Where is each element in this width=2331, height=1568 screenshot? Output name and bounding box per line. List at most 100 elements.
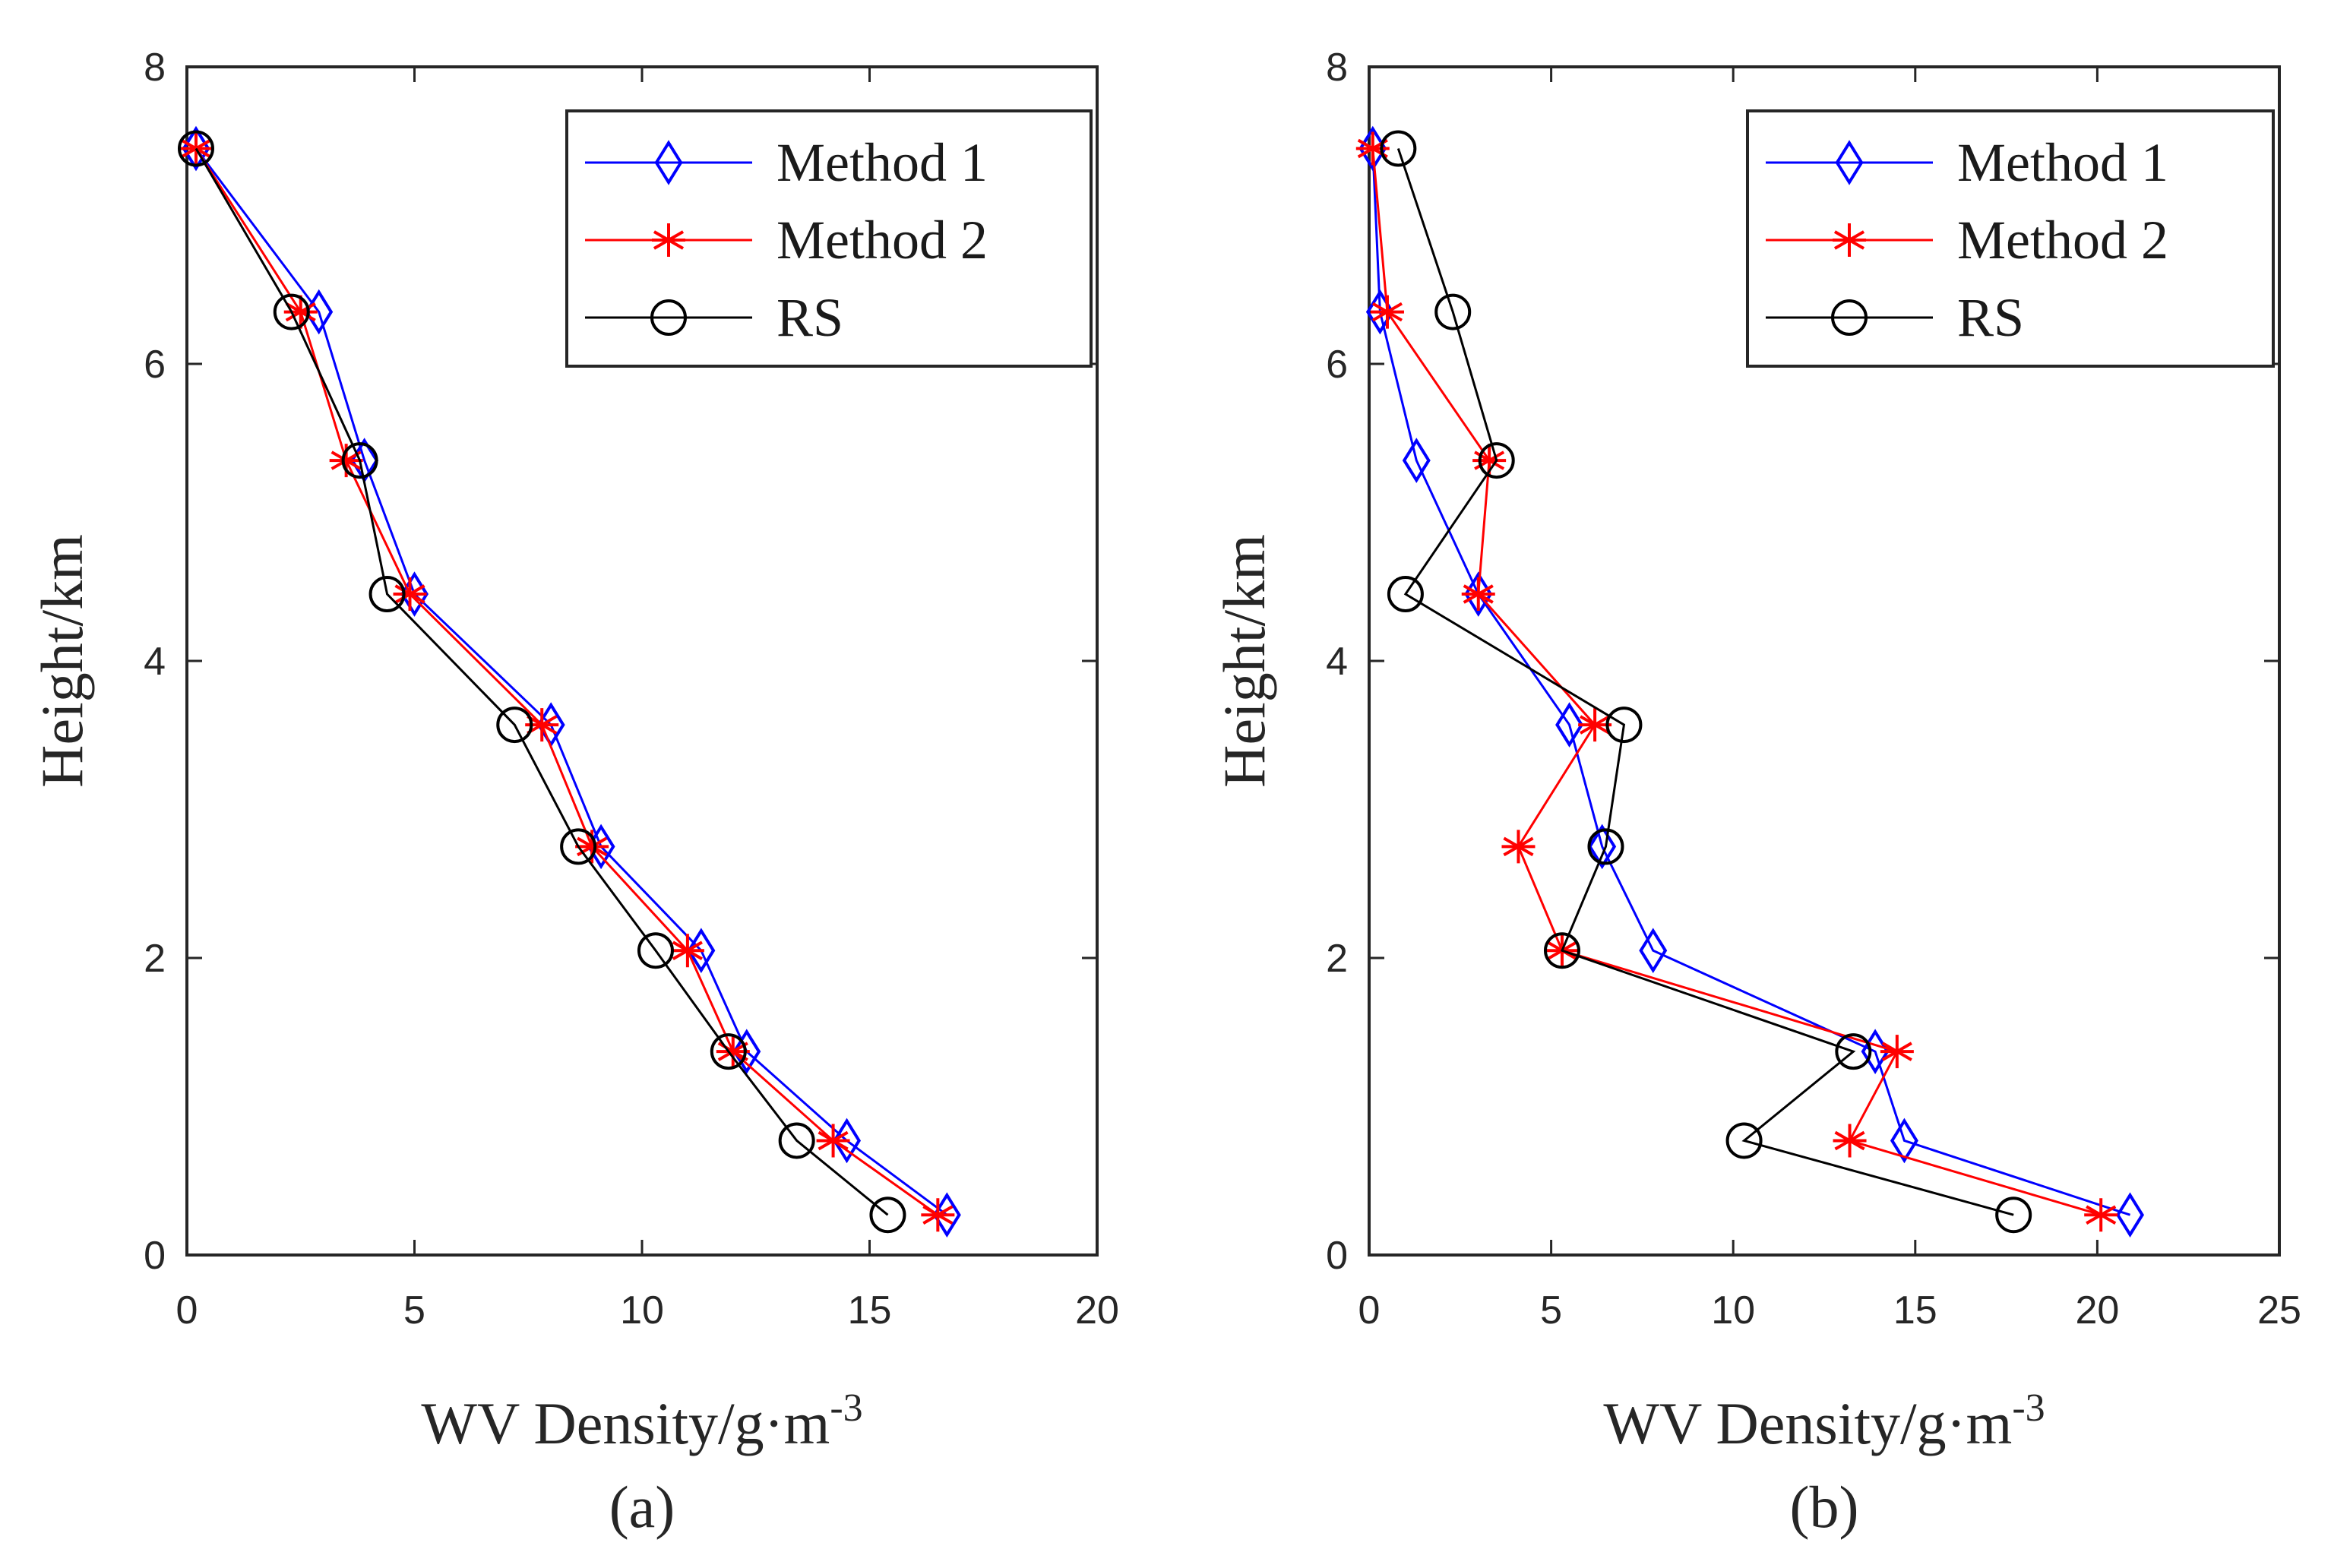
y-tick-label: 0 (1326, 1234, 1348, 1278)
data-point (833, 1118, 862, 1164)
data-point (341, 442, 378, 479)
data-point (1725, 1122, 1763, 1159)
data-point (1587, 828, 1624, 865)
y-tick-label: 8 (1326, 46, 1348, 90)
data-point (1461, 577, 1495, 612)
x-tick-label: 5 (403, 1288, 425, 1332)
y-tick-label: 8 (144, 46, 166, 90)
y-axis-label: Height/km (1211, 534, 1277, 788)
data-point (1995, 1197, 2032, 1234)
data-point (1639, 928, 1668, 974)
x-tick-label: 0 (1358, 1288, 1381, 1332)
x-tick-label: 5 (1540, 1288, 1562, 1332)
data-point (687, 928, 716, 974)
legend-entry: Method 2 (1766, 210, 2168, 270)
data-point (1835, 1033, 1872, 1070)
x-axis-label: WV Density/g·m-3 (1603, 1386, 2045, 1456)
data-point (710, 1033, 747, 1070)
data-point (637, 932, 674, 969)
y-tick-label: 0 (144, 1234, 166, 1278)
legend-swatch-marker (650, 299, 687, 336)
legend-swatch-marker (1831, 299, 1868, 336)
x-tick-label: 20 (2075, 1288, 2119, 1332)
legend-label: Method 2 (776, 210, 988, 270)
y-tick-label: 4 (1326, 640, 1348, 684)
y-axis-label: Height/km (29, 534, 95, 788)
data-point (1387, 576, 1424, 613)
data-point (1605, 707, 1643, 744)
data-point (1501, 830, 1536, 864)
x-tick-label: 15 (848, 1288, 892, 1332)
data-point (368, 576, 406, 613)
data-point (1890, 1118, 1918, 1164)
data-point (1434, 293, 1472, 330)
data-point (1588, 824, 1617, 870)
series-rs (177, 130, 906, 1234)
data-point (560, 828, 597, 865)
data-point (1555, 702, 1584, 748)
data-point (182, 125, 210, 172)
data-point (177, 130, 214, 167)
data-point (1402, 438, 1431, 483)
y-tick-label: 2 (1326, 937, 1348, 981)
data-point (670, 934, 704, 968)
data-point (2116, 1192, 2145, 1238)
data-point (921, 1198, 955, 1232)
x-tick-label: 10 (620, 1288, 664, 1332)
legend-label: RS (1957, 287, 2024, 348)
data-point (283, 295, 318, 329)
data-point (732, 1029, 761, 1074)
data-point (816, 1124, 850, 1158)
legend-swatch-marker (652, 223, 685, 257)
legend-swatch-marker (1835, 140, 1864, 185)
legend-swatch-marker (1833, 223, 1866, 257)
x-tick-label: 25 (2257, 1288, 2301, 1332)
y-tick-label: 4 (144, 640, 166, 684)
x-tick-label: 10 (1711, 1288, 1755, 1332)
legend-entry: Method 1 (585, 132, 988, 193)
data-point (496, 707, 533, 744)
legend-label: RS (776, 287, 843, 348)
series-method-2 (1355, 131, 2118, 1232)
series-method-1 (1358, 125, 2145, 1238)
data-point (1380, 130, 1417, 167)
chart-panel-b: 0 5 10 15 20 25 0 2 4 6 8 WV Density/g·m-3 Height/km… (1211, 46, 2301, 1540)
legend-entry: RS (585, 287, 843, 348)
panel-caption: (a) (609, 1474, 675, 1540)
y-tick-label: 2 (144, 937, 166, 981)
data-point (1833, 1124, 1867, 1158)
data-point (1464, 571, 1493, 617)
series-line (195, 147, 939, 1216)
legend-entry: RS (1766, 287, 2024, 348)
x-tick-label: 15 (1893, 1288, 1937, 1332)
series-line (195, 147, 948, 1216)
legend-swatch-marker (654, 140, 683, 185)
series-rs (1380, 130, 2032, 1234)
chart-panel-a: 0 5 10 15 20 0 2 4 6 8 WV Density/g·m-3 Height/km (a… (29, 46, 1119, 1540)
series-line (1371, 148, 2102, 1216)
data-point (869, 1197, 906, 1234)
series-line (1396, 148, 2014, 1216)
x-tick-label: 0 (176, 1288, 198, 1332)
data-point (1543, 932, 1580, 969)
data-point (1358, 125, 1387, 172)
y-tick-label: 6 (144, 343, 166, 387)
data-point (1880, 1035, 1914, 1069)
legend-label: Method 1 (776, 132, 988, 193)
data-point (1478, 442, 1515, 479)
legend-entry: Method 2 (585, 210, 988, 270)
panel-caption: (b) (1790, 1474, 1859, 1540)
legend: Method 1 Method 2 RS (1746, 109, 2275, 368)
series-method-2 (179, 131, 955, 1232)
data-point (273, 293, 310, 330)
legend-label: Method 2 (1957, 210, 2168, 270)
x-tick-label: 20 (1075, 1288, 1119, 1332)
x-axis-label: WV Density/g·m-3 (421, 1386, 862, 1456)
series-line (195, 147, 889, 1216)
data-point (1370, 295, 1404, 329)
legend-label: Method 1 (1957, 132, 2168, 193)
data-point (2084, 1198, 2118, 1232)
series-line (1371, 148, 2130, 1216)
legend: Method 1 Method 2 RS (565, 109, 1093, 368)
